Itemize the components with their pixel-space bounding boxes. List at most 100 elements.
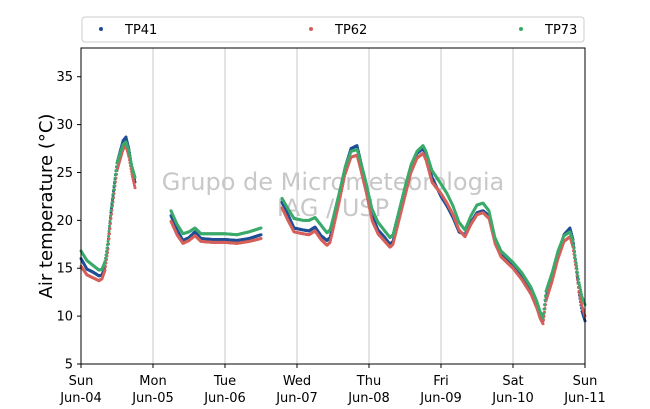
data-point-tp62 [103, 268, 107, 272]
data-point-tp62 [332, 223, 336, 227]
data-point-tp62 [367, 204, 371, 208]
data-point-tp73 [577, 277, 580, 281]
y-axis-title: Air temperature (°C) [36, 114, 57, 299]
data-point-tp73 [493, 233, 496, 237]
data-point-tp73 [573, 253, 577, 257]
x-tick-label-date: Jun-09 [419, 391, 462, 406]
x-tick-label-day: Sat [502, 374, 523, 389]
y-tick-label: 30 [56, 118, 73, 133]
data-point-tp73 [488, 211, 491, 215]
data-point-tp73 [133, 175, 137, 179]
data-point-tp73 [114, 172, 117, 176]
y-tick-label: 10 [56, 310, 73, 325]
legend-box [81, 16, 585, 43]
data-point-tp73 [369, 200, 372, 204]
data-point-tp73 [491, 224, 494, 228]
x-tick-label-day: Mon [139, 374, 166, 389]
data-point-tp73 [103, 260, 107, 264]
x-tick-label-date: Jun-08 [347, 391, 390, 406]
data-point-tp62 [368, 206, 371, 210]
data-point-tp73 [490, 220, 493, 224]
data-point-tp73 [572, 243, 575, 247]
series-tp62 [79, 144, 587, 326]
data-point-tp73 [580, 293, 583, 297]
data-point-tp62 [107, 237, 111, 241]
data-point-tp62 [332, 226, 335, 230]
series-tp73 [79, 140, 587, 320]
data-point-tp73 [129, 160, 133, 164]
data-point-tp62 [368, 209, 372, 213]
data-point-tp73 [576, 274, 580, 278]
data-point-tp73 [110, 205, 113, 209]
data-point-tp62 [109, 216, 113, 220]
data-point-tp73 [105, 249, 108, 253]
x-tick-label-day: Fri [433, 374, 449, 389]
x-tick-label-day: Sun [573, 374, 598, 389]
data-point-tp73 [105, 246, 109, 250]
data-point-tp62 [369, 211, 372, 215]
data-point-tp73 [576, 271, 579, 275]
data-point-tp73 [369, 202, 373, 206]
data-point-tp73 [104, 253, 108, 257]
legend-marker-tp73 [519, 27, 523, 31]
data-point-tp73 [259, 226, 263, 230]
data-point-tp73 [571, 239, 575, 243]
data-point-tp62 [580, 302, 583, 306]
y-tick-label: 35 [56, 70, 73, 85]
data-point-tp73 [574, 257, 577, 261]
data-point-tp73 [112, 184, 116, 188]
data-point-tp73 [578, 283, 581, 287]
data-point-tp62 [334, 217, 337, 221]
legend-label-tp73: TP73 [544, 23, 577, 38]
data-point-tp73 [574, 261, 578, 264]
data-point-tp73 [575, 264, 578, 268]
data-point-tp62 [579, 299, 583, 303]
data-point-tp73 [367, 191, 370, 195]
data-point-tp73 [573, 250, 576, 254]
series-layer [79, 135, 587, 326]
data-point-tp73 [489, 215, 492, 219]
data-point-tp62 [541, 322, 545, 326]
data-point-tp62 [369, 214, 373, 218]
data-point-tp73 [541, 316, 545, 320]
data-point-tp73 [364, 180, 368, 184]
data-point-tp62 [336, 208, 339, 212]
data-point-tp73 [109, 214, 112, 218]
data-point-tp62 [334, 215, 338, 219]
data-point-tp73 [368, 196, 371, 200]
x-axis: Sun Jun-04 Mon Jun-05 Tue Jun-06 Wed Jun-07 Thu J… [59, 364, 606, 406]
data-point-tp73 [578, 285, 582, 289]
data-point-tp73 [113, 180, 116, 184]
legend: TP41 TP62 TP73 [81, 16, 585, 43]
data-point-tp73 [488, 213, 492, 217]
data-point-tp73 [113, 176, 117, 180]
legend-label-tp41: TP41 [124, 23, 157, 38]
data-point-tp73 [575, 267, 579, 271]
x-tick-label-date: Jun-04 [59, 391, 102, 406]
legend-marker-tp62 [309, 27, 313, 31]
data-point-tp73 [112, 188, 115, 192]
data-point-tp73 [490, 222, 494, 226]
data-point-tp41 [259, 233, 263, 237]
data-point-tp62 [335, 212, 338, 216]
x-tick-label-date: Jun-11 [563, 391, 606, 406]
data-point-tp73 [109, 209, 113, 213]
legend-label-tp62: TP62 [334, 23, 367, 38]
data-point-tp73 [579, 288, 582, 292]
data-point-tp73 [104, 256, 107, 260]
x-tick-label-date: Jun-05 [131, 391, 174, 406]
data-point-tp73 [544, 294, 547, 298]
data-point-tp62 [133, 186, 137, 190]
data-point-tp62 [133, 184, 136, 188]
data-point-tp62 [109, 222, 112, 226]
data-point-tp62 [132, 179, 135, 183]
data-point-tp73 [572, 246, 576, 250]
data-point-tp73 [108, 224, 111, 228]
data-point-tp73 [367, 193, 371, 197]
data-point-tp73 [115, 165, 118, 169]
x-tick-label-day: Tue [213, 374, 236, 389]
data-point-tp73 [106, 243, 109, 247]
data-point-tp73 [365, 185, 369, 189]
